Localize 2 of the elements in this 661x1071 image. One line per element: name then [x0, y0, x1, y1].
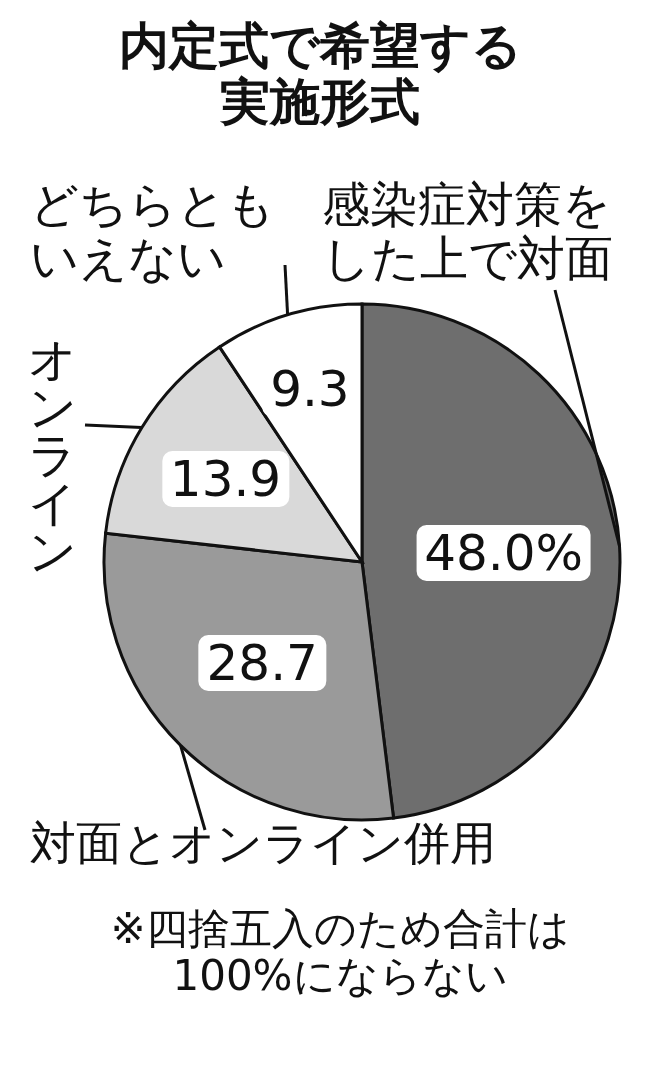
- annotation: ※四捨五入のため合計は100%にならない: [109, 905, 571, 1000]
- title: 内定式で希望する実施形式: [117, 18, 523, 130]
